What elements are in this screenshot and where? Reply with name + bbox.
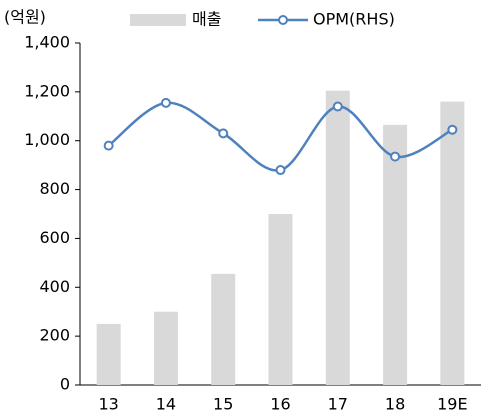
y-tick-label: 0 (60, 375, 70, 394)
legend-swatch-marker (278, 15, 288, 25)
line-marker (275, 165, 286, 176)
x-tick-label: 15 (213, 395, 233, 414)
x-tick-label: 13 (98, 395, 118, 414)
legend-label: OPM(RHS) (313, 10, 395, 29)
legend-swatch (130, 14, 186, 26)
y-tick-label: 600 (39, 228, 70, 247)
x-tick-label: 14 (156, 395, 176, 414)
line-marker (390, 151, 401, 162)
legend-label: 매출 (192, 10, 221, 29)
y-tick-label: 1,200 (24, 81, 70, 100)
y-tick-label: 1,000 (24, 130, 70, 149)
y-tick-label: 400 (39, 277, 70, 296)
line-marker (332, 101, 343, 112)
y-tick-label: 800 (39, 179, 70, 198)
y-tick-label: 1,400 (24, 33, 70, 52)
line-marker (447, 124, 458, 135)
bar (153, 311, 178, 385)
x-tick-label: 19E (437, 395, 467, 414)
bar (383, 124, 408, 385)
line-marker (103, 140, 114, 151)
bar (268, 214, 293, 385)
bar (96, 323, 121, 385)
x-tick-label: 17 (328, 395, 348, 414)
bar (211, 273, 236, 385)
bar (440, 101, 465, 385)
line-marker (218, 128, 229, 139)
y-axis-label: (억원) (4, 8, 46, 27)
y-tick-label: 200 (39, 326, 70, 345)
line-marker (160, 97, 171, 108)
x-tick-label: 16 (270, 395, 290, 414)
x-tick-label: 18 (385, 395, 405, 414)
bar (325, 90, 350, 385)
